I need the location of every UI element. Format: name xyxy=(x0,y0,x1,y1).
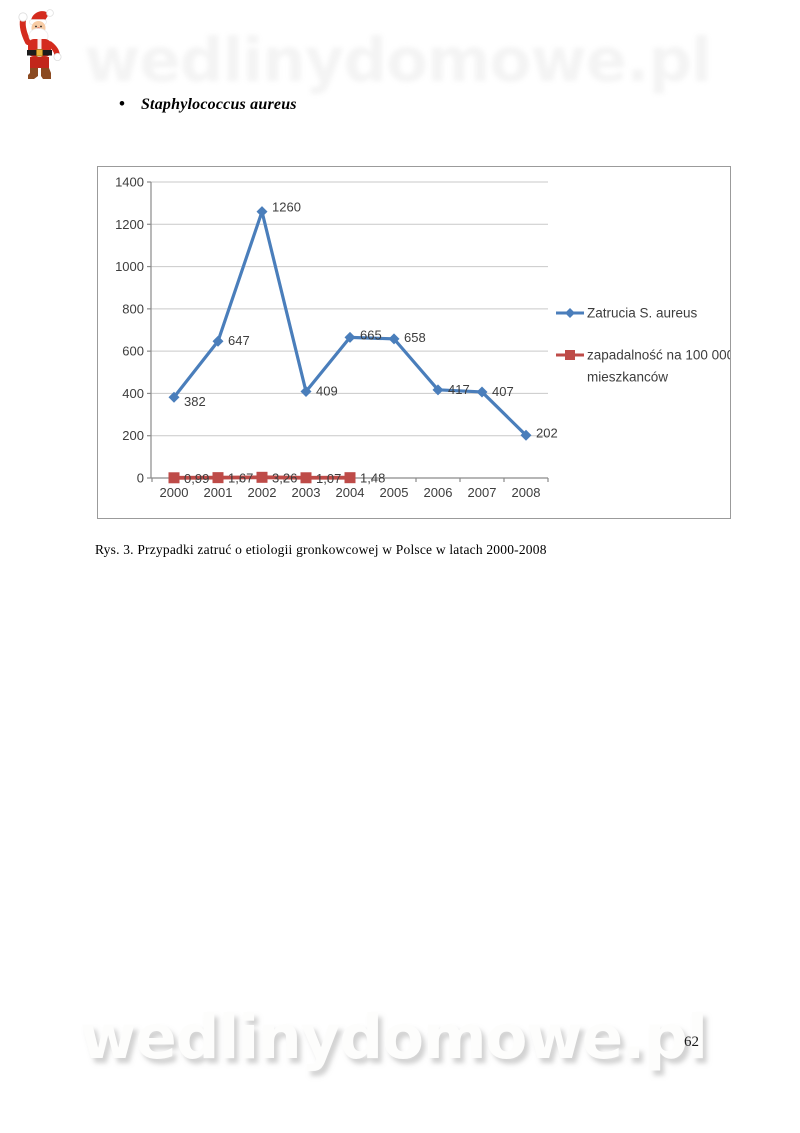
y-axis-label: 400 xyxy=(122,386,144,401)
legend-marker xyxy=(565,350,575,360)
bullet-icon: • xyxy=(119,94,125,113)
y-axis-label: 600 xyxy=(122,344,144,359)
santa-arm xyxy=(19,17,31,45)
data-point-marker xyxy=(212,335,224,347)
x-axis-label: 2008 xyxy=(512,485,541,500)
figure-caption: Rys. 3. Przypadki zatruć o etiologii gro… xyxy=(95,542,547,557)
bullet-list-item: • Staphylococcus aureus xyxy=(119,95,297,114)
data-point-label: 1260 xyxy=(272,200,301,215)
data-point-marker xyxy=(388,333,400,345)
data-point-marker xyxy=(300,472,312,484)
santa-glove xyxy=(18,12,28,22)
data-point-marker xyxy=(256,206,268,218)
y-axis-label: 1400 xyxy=(115,175,144,190)
data-point-label: 665 xyxy=(360,327,382,342)
x-axis-label: 2003 xyxy=(292,485,321,500)
x-axis-label: 2004 xyxy=(336,485,365,500)
y-axis-label: 200 xyxy=(122,428,144,443)
legend-label: zapadalność na 100 000 xyxy=(587,348,730,363)
data-point-label: 3,26 xyxy=(272,470,297,485)
data-point-marker xyxy=(344,472,356,484)
data-point-marker xyxy=(432,384,444,396)
data-point-label: 1,07 xyxy=(316,471,341,486)
x-axis-label: 2000 xyxy=(160,485,189,500)
y-axis-label: 1200 xyxy=(115,217,144,232)
data-point-marker xyxy=(168,472,180,484)
chart-figure: 0 200 400 600 800 1000 1200 1400 2000 2001 2002 200… xyxy=(97,166,731,519)
y-axis-label: 0 xyxy=(137,471,144,486)
x-axis-label: 2007 xyxy=(468,485,497,500)
data-point-marker xyxy=(256,471,268,483)
santa-boot-left xyxy=(28,68,38,79)
x-axis-label: 2001 xyxy=(204,485,233,500)
data-point-label: 417 xyxy=(448,382,470,397)
santa-pants xyxy=(30,57,49,68)
data-point-label: 1,48 xyxy=(360,471,385,486)
data-point-label: 202 xyxy=(536,425,558,440)
data-point-label: 407 xyxy=(492,384,514,399)
data-point-label: 409 xyxy=(316,384,338,399)
series-line xyxy=(172,209,528,437)
santa-boot-right xyxy=(41,68,51,79)
data-point-marker xyxy=(344,331,356,343)
data-point-label: 658 xyxy=(404,330,426,345)
x-axis-label: 2002 xyxy=(248,485,277,500)
page-number: 62 xyxy=(684,1034,699,1050)
bullet-item-text: Staphylococcus aureus xyxy=(140,96,297,113)
data-point-marker xyxy=(476,386,488,398)
data-point-label: 1,67 xyxy=(228,471,253,486)
x-axis-label: 2005 xyxy=(380,485,409,500)
data-point-label: 647 xyxy=(228,333,250,348)
y-axis-label: 800 xyxy=(122,301,144,316)
watermark-text: wedlinydomowe.pl xyxy=(80,1002,708,1073)
data-point-marker xyxy=(300,386,312,398)
x-axis-label: 2006 xyxy=(424,485,453,500)
data-point-marker xyxy=(168,391,180,403)
line-chart-svg: 0 200 400 600 800 1000 1200 1400 2000 2001 2002 200… xyxy=(115,175,730,501)
legend-label: mieszkanców xyxy=(587,370,668,385)
data-point-label: 0,99 xyxy=(184,471,209,486)
y-axis-label: 1000 xyxy=(115,259,144,274)
data-point-marker xyxy=(212,472,224,484)
legend-marker xyxy=(565,308,575,318)
data-point-marker xyxy=(520,429,532,441)
legend-label: Zatrucia S. aureus xyxy=(587,306,698,321)
data-point-label: 382 xyxy=(184,394,206,409)
santa-claus-image xyxy=(18,9,62,79)
watermark-ghost: wedlinydomowe.pl xyxy=(80,20,708,91)
